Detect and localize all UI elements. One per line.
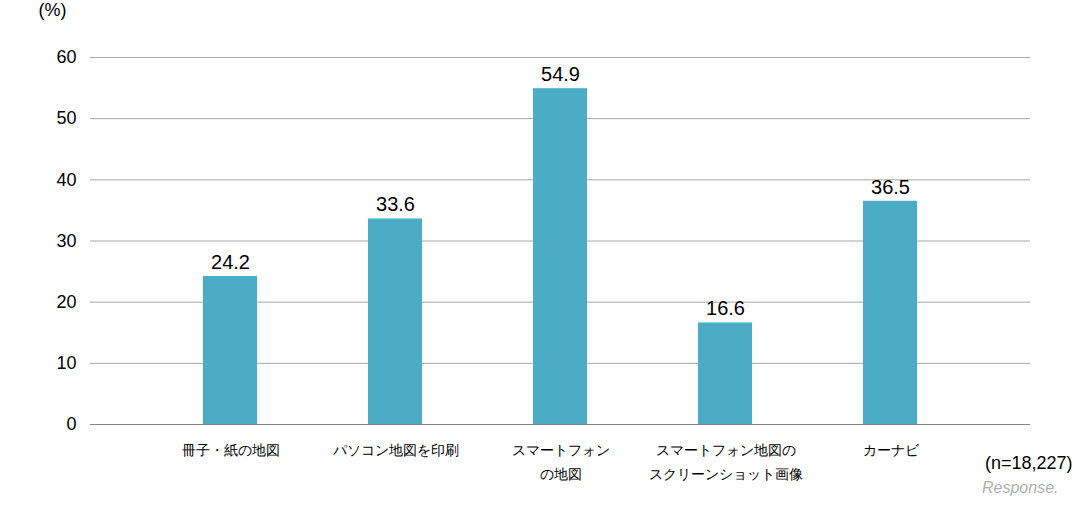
svg-text:0: 0 — [66, 414, 76, 434]
svg-text:(%): (%) — [39, 0, 67, 20]
svg-text:スマートフォンの地図: スマートフォンの地図 — [512, 442, 610, 482]
svg-text:33.6: 33.6 — [376, 193, 415, 215]
svg-text:スマートフォン地図のスクリーンショット画像: スマートフォン地図のスクリーンショット画像 — [649, 442, 803, 482]
svg-text:24.2: 24.2 — [211, 251, 250, 273]
svg-text:54.9: 54.9 — [541, 63, 580, 85]
svg-text:40: 40 — [56, 170, 76, 190]
svg-text:16.6: 16.6 — [706, 297, 745, 319]
svg-text:Response.: Response. — [982, 479, 1059, 496]
svg-text:パソコン地図を印刷: パソコン地図を印刷 — [332, 442, 459, 458]
svg-text:30: 30 — [56, 231, 76, 251]
svg-text:60: 60 — [56, 47, 76, 67]
svg-text:冊子・紙の地図: 冊子・紙の地図 — [182, 442, 280, 458]
svg-text:50: 50 — [56, 108, 76, 128]
svg-text:20: 20 — [56, 292, 76, 312]
svg-text:カーナビ: カーナビ — [863, 442, 920, 458]
svg-text:(n=18,227): (n=18,227) — [985, 453, 1073, 473]
svg-text:36.5: 36.5 — [871, 176, 910, 198]
svg-text:10: 10 — [56, 353, 76, 373]
